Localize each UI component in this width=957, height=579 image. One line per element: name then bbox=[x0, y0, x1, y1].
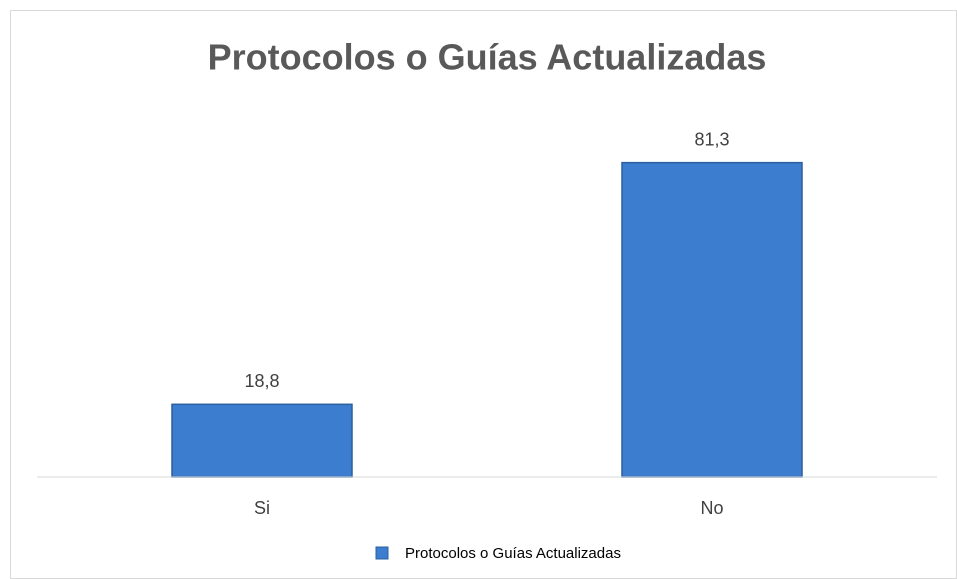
legend-marker bbox=[375, 546, 389, 560]
data-label: 81,3 bbox=[694, 129, 729, 149]
bar bbox=[621, 161, 803, 478]
chart-frame bbox=[10, 10, 957, 579]
x-tick-label: No bbox=[700, 498, 723, 518]
x-tick-label: Si bbox=[254, 498, 270, 518]
data-label: 18,8 bbox=[244, 371, 279, 391]
bar bbox=[171, 403, 353, 478]
chart-title: Protocolos o Guías Actualizadas bbox=[208, 37, 767, 78]
legend-label: Protocolos o Guías Actualizadas bbox=[405, 545, 621, 562]
